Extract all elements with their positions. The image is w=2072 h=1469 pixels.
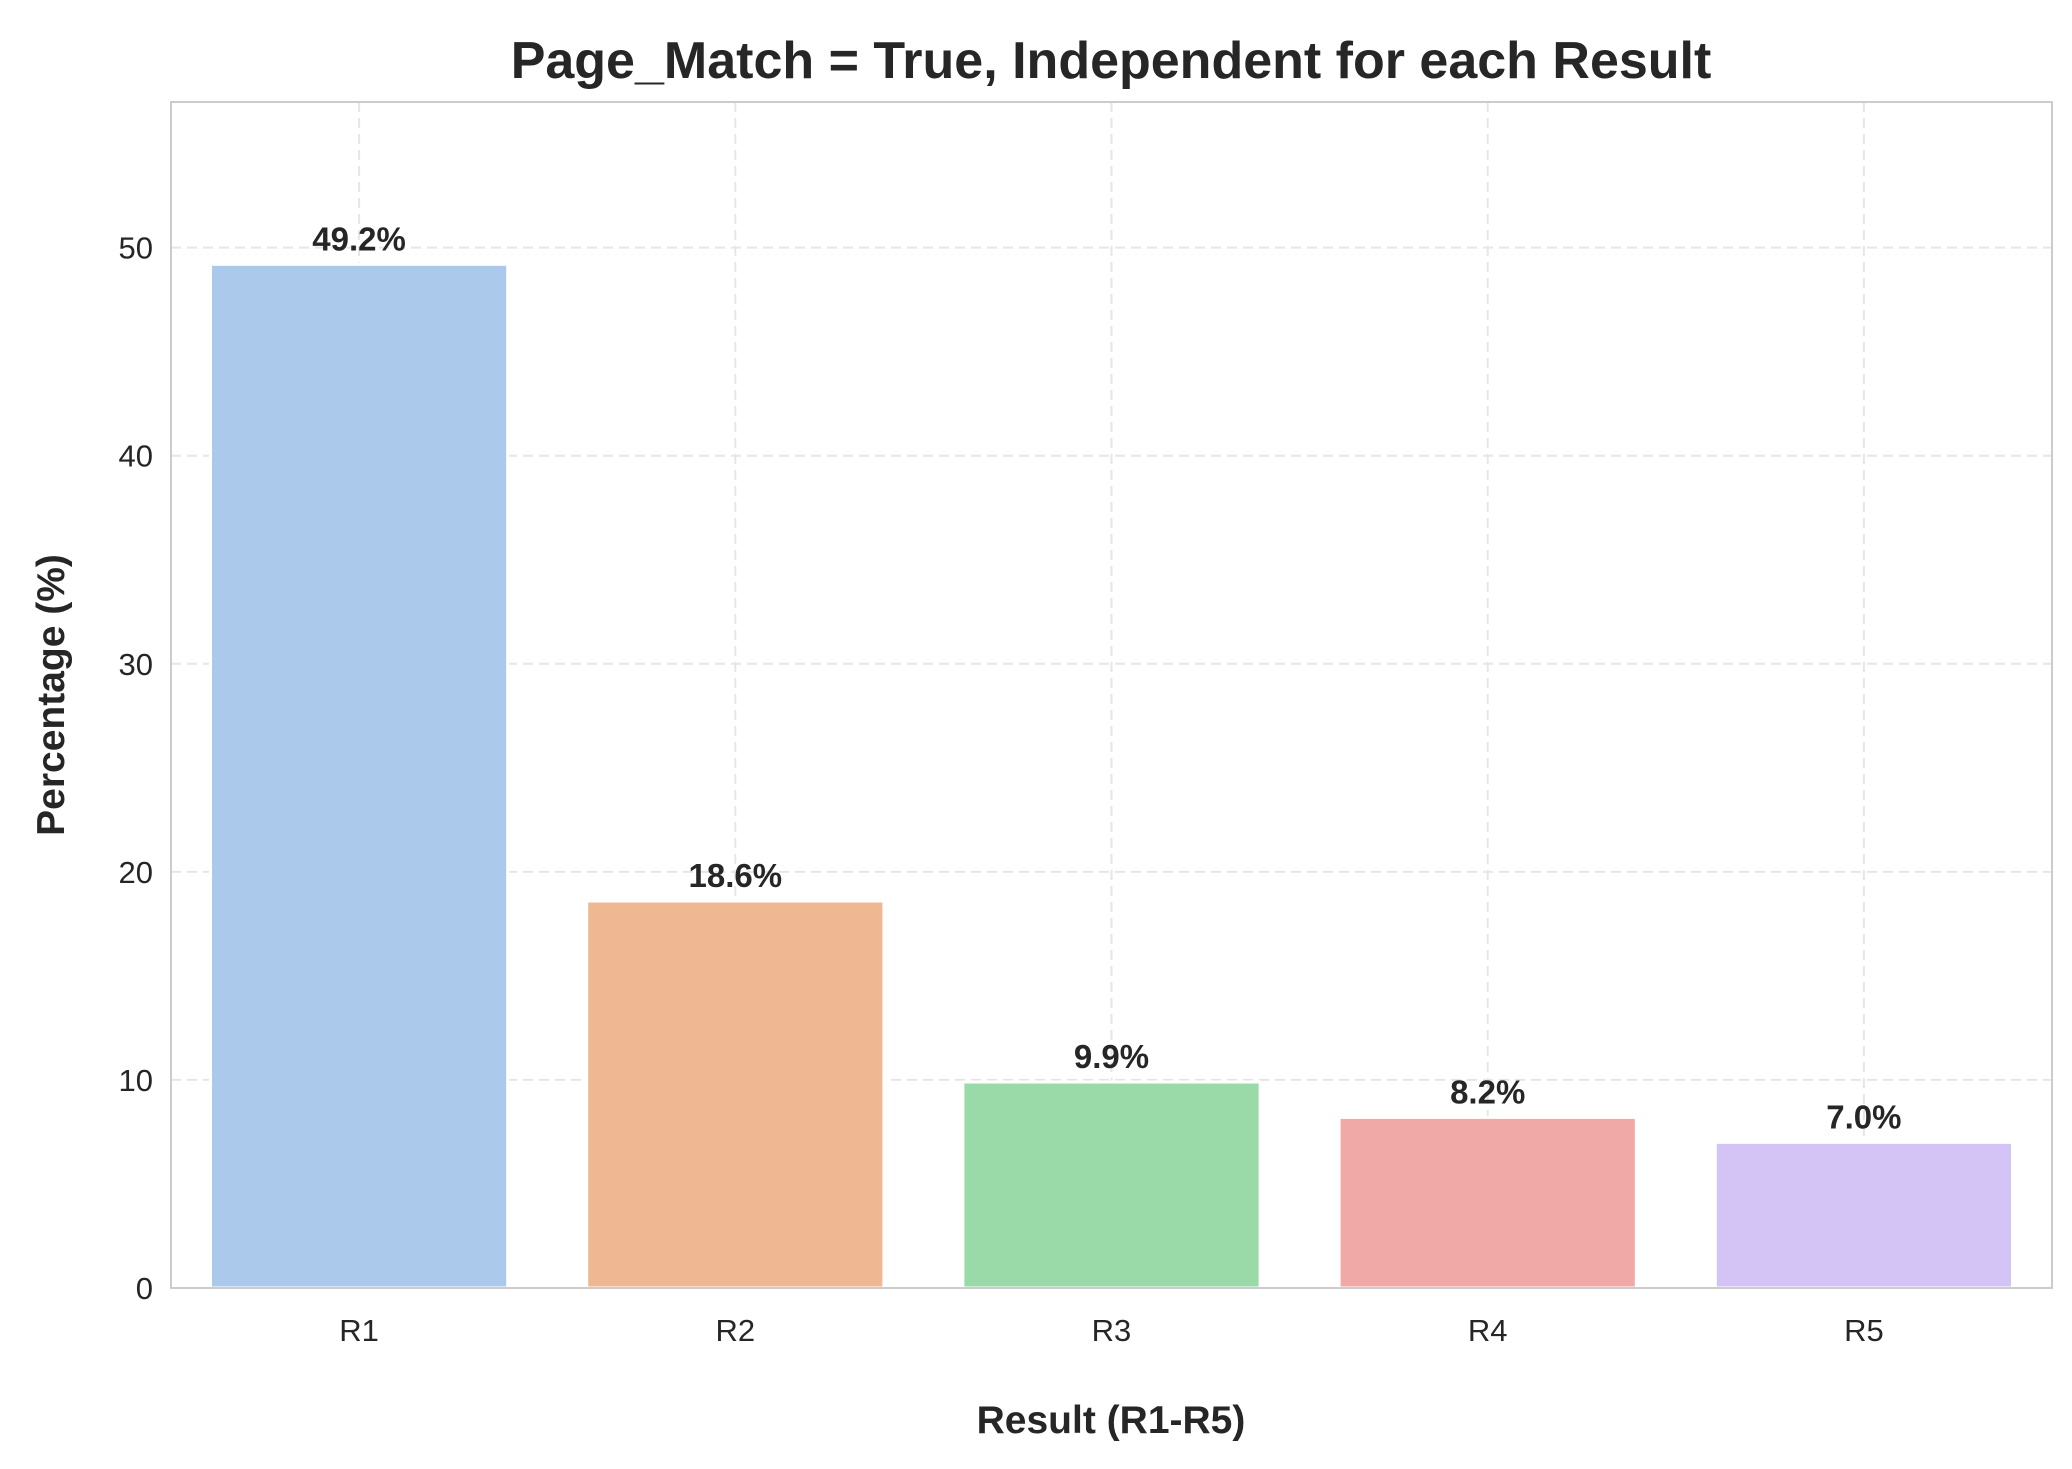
data-labels: 49.2% 18.6% 9.9% 8.2% 7.0% [312,220,1901,1135]
x-tick-label-r1: R1 [339,1313,379,1348]
y-tick-label: 20 [119,855,153,890]
bar-r5 [1713,1140,2014,1290]
x-tick-labels: R1 R2 R3 R4 R5 [339,1313,1883,1348]
bar-r4 [1337,1115,1638,1290]
bars [209,262,2014,1290]
y-tick-label: 10 [119,1063,153,1098]
data-label-r3: 9.9% [1074,1038,1149,1075]
y-tick-label: 50 [119,231,153,266]
data-label-r1: 49.2% [312,220,406,257]
x-tick-label-r5: R5 [1844,1313,1884,1348]
x-tick-label-r4: R4 [1468,1313,1508,1348]
y-tick-label: 30 [119,647,153,682]
bar-r2 [585,899,886,1290]
x-axis-label: Result (R1-R5) [977,1399,1246,1442]
y-axis-label: Percentage (%) [30,554,73,836]
data-label-r4: 8.2% [1450,1073,1525,1110]
y-tick-label: 0 [136,1271,153,1306]
x-tick-label-r3: R3 [1092,1313,1132,1348]
x-tick-label-r2: R2 [715,1313,755,1348]
y-tick-labels: 0 10 20 30 40 50 [119,231,153,1306]
bar-r3 [961,1080,1262,1290]
data-label-r2: 18.6% [689,857,783,894]
chart-title: Page_Match = True, Independent for each … [511,32,1712,90]
y-tick-label: 40 [119,439,153,474]
plot-frame [170,101,2053,1289]
bar-r1 [209,262,510,1290]
data-label-r5: 7.0% [1826,1098,1901,1135]
